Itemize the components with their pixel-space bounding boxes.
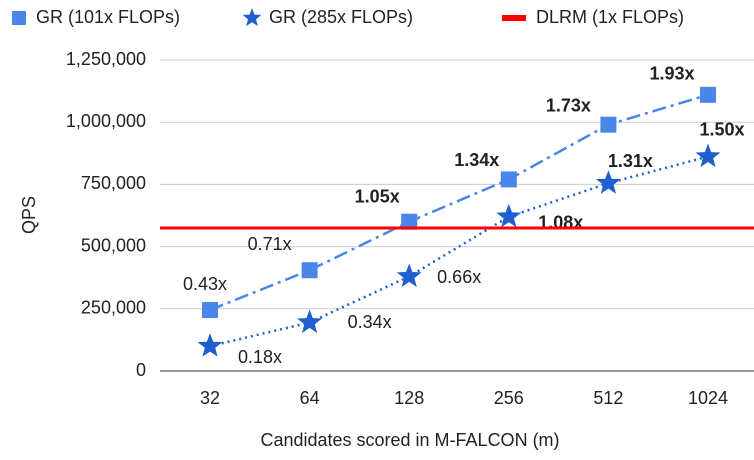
point-marker bbox=[695, 143, 721, 168]
x-tick-label: 128 bbox=[394, 388, 424, 408]
x-tick-label: 512 bbox=[593, 388, 623, 408]
point-label: 0.34x bbox=[348, 312, 392, 332]
point-marker bbox=[700, 86, 716, 103]
point-marker bbox=[297, 309, 322, 333]
point-label: 0.66x bbox=[437, 267, 481, 287]
point-marker bbox=[301, 262, 318, 279]
legend-label: GR (285x FLOPs) bbox=[269, 7, 413, 27]
x-tick-label: 64 bbox=[300, 388, 320, 408]
legend-swatch bbox=[502, 15, 526, 21]
point-label: 0.18x bbox=[238, 347, 282, 367]
point-label: 0.43x bbox=[183, 274, 227, 294]
y-tick-label: 250,000 bbox=[81, 298, 146, 318]
y-tick-label: 1,250,000 bbox=[66, 49, 146, 69]
y-tick-label: 750,000 bbox=[81, 173, 146, 193]
y-tick-label: 0 bbox=[136, 360, 146, 380]
x-tick-label: 256 bbox=[494, 388, 524, 408]
point-label: 1.93x bbox=[649, 64, 694, 84]
point-label: 1.50x bbox=[699, 119, 744, 139]
point-marker bbox=[401, 213, 418, 230]
point-label: 1.05x bbox=[355, 186, 400, 206]
legend-swatch bbox=[12, 11, 26, 25]
point-marker bbox=[396, 263, 422, 287]
point-marker bbox=[496, 203, 522, 228]
point-label: 1.34x bbox=[454, 150, 499, 170]
legend-label: GR (101x FLOPs) bbox=[36, 7, 180, 27]
series-line bbox=[209, 155, 709, 348]
legend-label: DLRM (1x FLOPs) bbox=[536, 7, 684, 27]
x-tick-label: 1024 bbox=[688, 388, 728, 408]
point-label: 1.08x bbox=[538, 212, 583, 232]
point-marker bbox=[600, 116, 617, 133]
point-marker bbox=[202, 302, 218, 319]
point-label: 1.31x bbox=[608, 151, 653, 171]
x-axis-title: Candidates scored in M-FALCON (m) bbox=[260, 430, 559, 450]
legend-swatch bbox=[242, 8, 262, 27]
y-axis-title: QPS bbox=[19, 196, 39, 234]
series-line bbox=[209, 93, 709, 312]
y-tick-label: 500,000 bbox=[81, 235, 146, 255]
point-label: 1.73x bbox=[546, 95, 591, 115]
x-tick-label: 32 bbox=[200, 388, 220, 408]
y-tick-label: 1,000,000 bbox=[66, 111, 146, 131]
point-marker bbox=[596, 170, 621, 194]
point-marker bbox=[197, 333, 223, 357]
point-marker bbox=[500, 171, 517, 188]
point-label: 0.71x bbox=[248, 234, 292, 254]
